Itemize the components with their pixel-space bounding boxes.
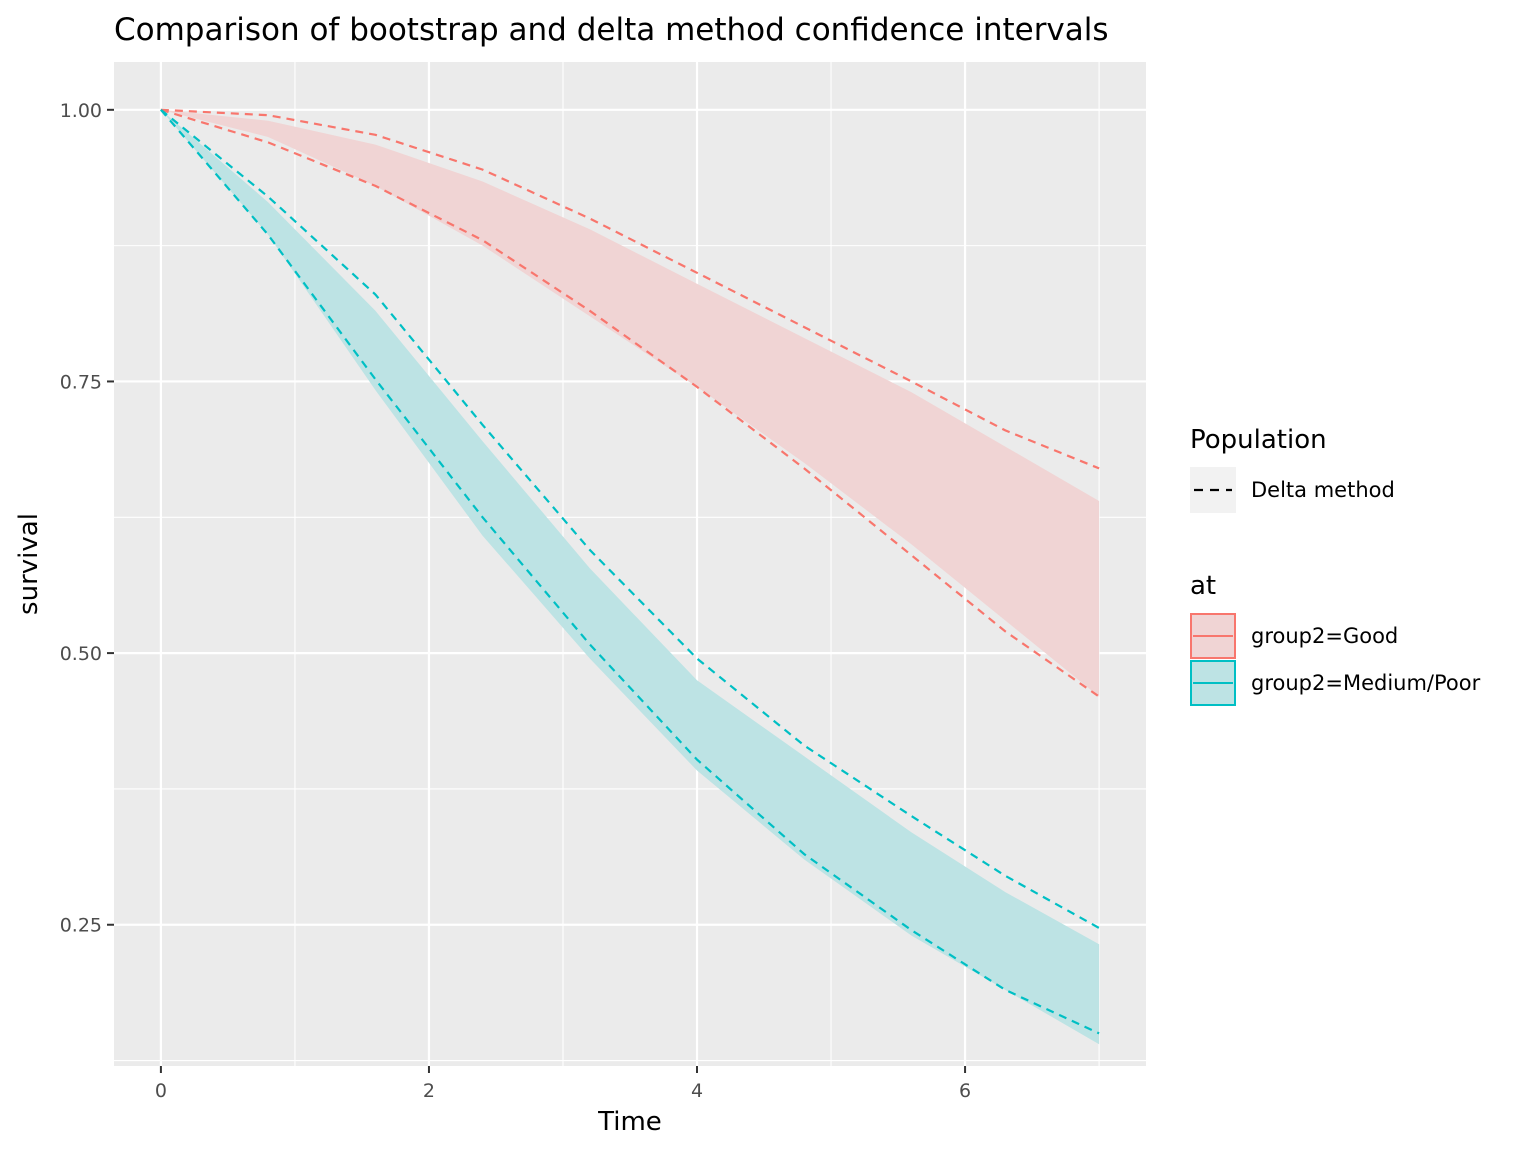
x-tick-label: 0 [155,1080,167,1102]
legend-label-delta: Delta method [1251,478,1395,502]
y-tick-label: 0.25 [60,915,102,937]
x-tick-label: 4 [691,1080,703,1102]
x-tick-label: 6 [959,1080,971,1102]
x-axis-title: Time [597,1107,662,1137]
ribbon-medium-poor [160,109,1100,1045]
y-tick-label: 0.50 [60,643,102,665]
legend: Population Delta method at group2=Good g… [1190,425,1481,706]
ribbons [160,109,1100,1045]
legend-label-medium-poor: group2=Medium/Poor [1251,671,1481,695]
legend-title-population: Population [1190,425,1327,455]
delta-line-good-upper [160,108,1100,470]
y-tick-label: 1.00 [60,100,102,122]
chart-title: Comparison of bootstrap and delta method… [114,12,1109,48]
delta-line-medium-poor-upper [160,108,1100,929]
y-tick-label: 0.75 [60,371,102,393]
x-tick-label: 2 [423,1080,435,1102]
delta-line-good-lower [160,108,1100,698]
y-axis: 0.25 0.50 0.75 1.00 [60,100,114,937]
delta-line-medium-poor-lower [160,109,1100,1035]
legend-label-good: group2=Good [1251,624,1398,648]
legend-title-at: at [1190,571,1216,601]
x-axis: 0 2 4 6 [155,1066,971,1102]
y-axis-title: survival [14,513,44,615]
ribbon-good [160,109,1100,697]
delta-lines [160,108,1100,1035]
